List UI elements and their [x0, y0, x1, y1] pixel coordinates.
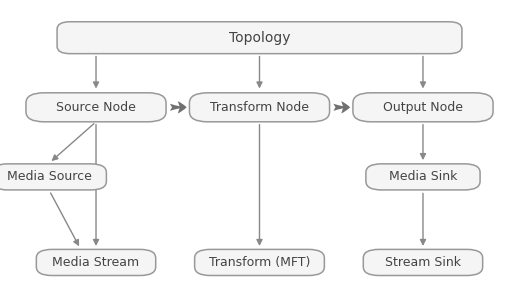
Text: Source Node: Source Node [56, 101, 136, 114]
Text: Transform (MFT): Transform (MFT) [209, 256, 310, 269]
Text: Media Sink: Media Sink [389, 171, 457, 183]
FancyBboxPatch shape [36, 249, 156, 276]
Text: Transform Node: Transform Node [210, 101, 309, 114]
FancyBboxPatch shape [363, 249, 483, 276]
FancyBboxPatch shape [189, 93, 330, 122]
FancyBboxPatch shape [353, 93, 493, 122]
Text: Media Source: Media Source [7, 171, 92, 183]
FancyBboxPatch shape [0, 164, 106, 190]
FancyBboxPatch shape [195, 249, 324, 276]
FancyBboxPatch shape [366, 164, 480, 190]
Text: Media Stream: Media Stream [52, 256, 140, 269]
FancyBboxPatch shape [57, 22, 462, 54]
Text: Stream Sink: Stream Sink [385, 256, 461, 269]
Text: Output Node: Output Node [383, 101, 463, 114]
Text: Topology: Topology [229, 31, 290, 45]
FancyBboxPatch shape [26, 93, 166, 122]
